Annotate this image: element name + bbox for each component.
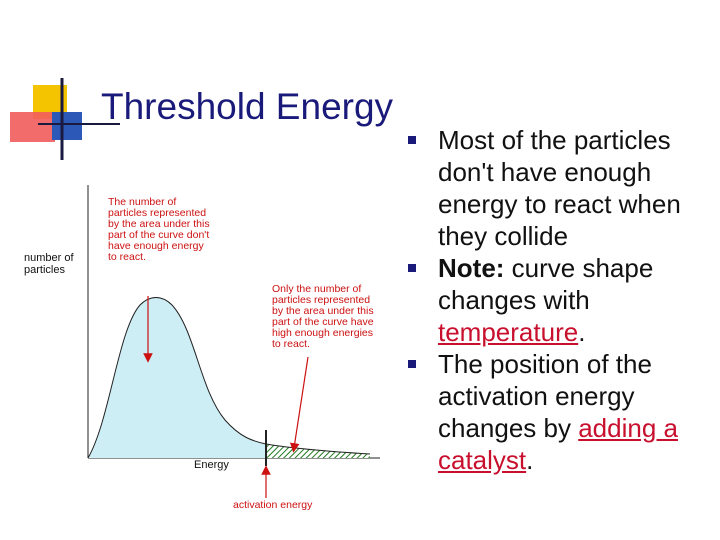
bullet-item: Most of the particles don't have enough … (408, 124, 708, 252)
bullet-item: Note: curve shape changes with temperatu… (408, 252, 708, 348)
distribution-area-below-threshold (88, 297, 266, 458)
activation-energy-label: activation energy (233, 499, 313, 511)
bullet-item: The position of the activation energy ch… (408, 348, 708, 476)
bullet-end: . (526, 445, 534, 475)
logo-red-square (10, 112, 55, 142)
logo-blue-square (52, 112, 82, 140)
temperature-link[interactable]: temperature (438, 317, 579, 347)
distribution-area-above-threshold (266, 444, 370, 458)
right-annotation: Only the number of particles represented… (272, 283, 377, 350)
catalyst-link[interactable]: adding a catalyst (438, 413, 678, 475)
bullet-square-icon (408, 264, 416, 272)
bullet-text: The position of the activation energy ch… (438, 349, 652, 443)
bullet-end: . (578, 317, 586, 347)
bullet-text: Most of the particles don't have enough … (438, 125, 681, 251)
bullet-bold-text: Note: (438, 253, 505, 283)
slide-title: Threshold Energy (101, 86, 394, 127)
bullet-square-icon (408, 136, 416, 144)
bullet-list: Most of the particles don't have enough … (408, 124, 708, 476)
distribution-curve (87, 297, 371, 459)
slide-logo (10, 78, 120, 160)
right-annotation-arrow (289, 356, 309, 453)
left-annotation: The number of particles represented by t… (108, 196, 213, 263)
y-axis-label: number of particles (24, 252, 77, 276)
x-axis-label: Energy (194, 459, 229, 471)
bullet-text: curve shape changes with (438, 253, 654, 315)
bullet-square-icon (408, 360, 416, 368)
